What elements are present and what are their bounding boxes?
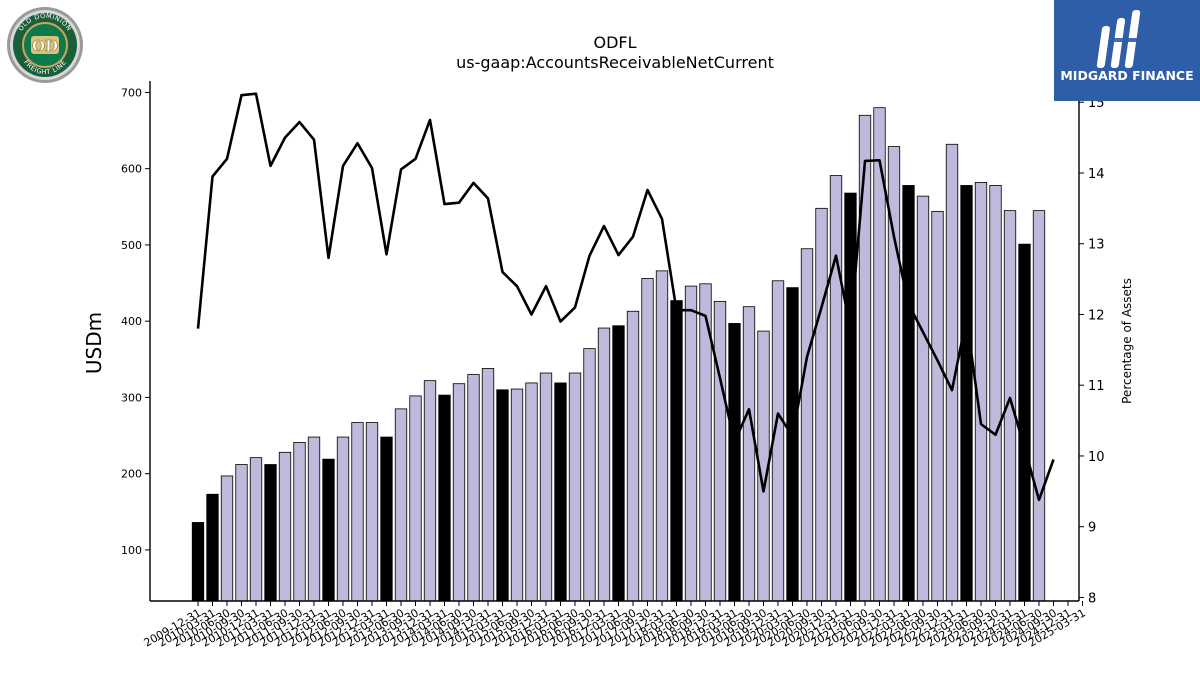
y-axis-left: 100 200 300 400 500 600 700 (121, 86, 150, 557)
bar (452, 383, 466, 602)
y-tick-label: 200 (121, 468, 142, 481)
bar (351, 422, 364, 602)
bar (539, 372, 553, 602)
bar (568, 372, 582, 602)
bar (510, 388, 524, 602)
bar (394, 408, 408, 602)
bar (655, 270, 669, 602)
bar (409, 395, 422, 602)
y2-tick-label: 12 (1088, 308, 1105, 323)
bar (249, 457, 263, 602)
y-tick-label: 100 (121, 544, 142, 557)
y2-tick-label: 11 (1088, 379, 1105, 394)
y-tick-label: 700 (121, 86, 142, 99)
y-tick-label: 500 (121, 239, 142, 252)
bar (713, 300, 727, 602)
bar (786, 287, 799, 602)
bar (815, 207, 828, 602)
bar (902, 185, 915, 602)
bar (278, 451, 292, 602)
bar (742, 306, 756, 602)
bar (1018, 243, 1031, 602)
bar (438, 394, 451, 602)
bar (960, 185, 973, 602)
bar (844, 192, 857, 602)
bar (597, 327, 611, 602)
y-tick-label: 600 (121, 163, 142, 176)
bar (525, 382, 538, 602)
bar (423, 380, 437, 602)
bar (191, 522, 205, 602)
bar (496, 389, 509, 602)
bar (670, 300, 683, 602)
chart-subtitle: us-gaap:AccountsReceivableNetCurrent (456, 53, 774, 72)
y2-axis-label: Percentage of Assets (1120, 278, 1134, 404)
bar (728, 323, 741, 602)
bar (380, 436, 393, 602)
y2-tick-label: 13 (1088, 238, 1105, 253)
midgard-logo-icon (1096, 10, 1141, 68)
brand-badge: MIDGARD FINANCE (1054, 0, 1200, 101)
brand-name: MIDGARD FINANCE (1060, 68, 1194, 83)
bar (612, 325, 625, 602)
y2-tick-label: 9 (1088, 521, 1096, 536)
y2-tick-label: 14 (1088, 167, 1105, 182)
chart-title: ODFL (593, 33, 636, 52)
y2-tick-label: 8 (1088, 591, 1096, 606)
bar (684, 285, 698, 602)
bar (481, 368, 495, 602)
bar (336, 436, 350, 602)
bar (264, 464, 277, 602)
bars-group (191, 107, 1046, 602)
bar (365, 422, 379, 602)
bar (626, 310, 640, 602)
y2-tick-label: 10 (1088, 450, 1105, 465)
bar (858, 114, 872, 602)
y-tick-label: 400 (121, 315, 142, 328)
bar (1032, 210, 1046, 602)
bar (235, 464, 248, 602)
company-logo: OLD DOMINION FREIGHT LINE OD (6, 6, 84, 84)
bar (467, 374, 480, 602)
bar (800, 248, 814, 602)
x-axis: 2009-12-312010-03-312010-06-302010-09-30… (142, 601, 1088, 650)
percentage-line (196, 92, 1055, 502)
bar (641, 278, 654, 602)
y-tick-label: 300 (121, 391, 142, 404)
y-axis-label: USDm (82, 312, 106, 374)
bar (554, 382, 567, 602)
bar (916, 195, 930, 602)
bar (989, 185, 1002, 602)
bar (206, 493, 219, 602)
bar (220, 475, 234, 602)
bar (293, 442, 306, 602)
bar (829, 175, 843, 602)
bar (583, 348, 596, 602)
bar (307, 436, 321, 602)
svg-text:OD: OD (32, 37, 58, 55)
bar (322, 458, 335, 602)
bar (931, 210, 944, 602)
